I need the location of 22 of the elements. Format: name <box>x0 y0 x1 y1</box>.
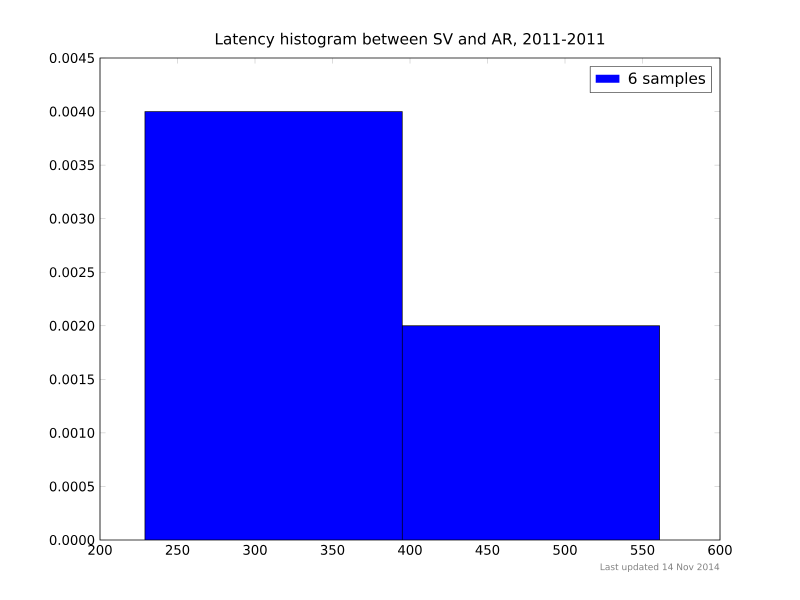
y-tick-label: 0.0000 <box>50 535 94 545</box>
x-tick-label: 300 <box>243 544 267 555</box>
x-tick-label: 250 <box>166 544 190 555</box>
y-tick-label: 0.0035 <box>50 160 94 170</box>
x-tick-label: 350 <box>320 544 344 555</box>
x-tick-label: 400 <box>398 544 422 555</box>
y-tick-label: 0.0045 <box>50 53 94 63</box>
y-tick-label: 0.0020 <box>50 320 94 331</box>
y-tick-label: 0.0025 <box>50 267 94 278</box>
x-tick-label: 550 <box>630 544 654 555</box>
y-tick-label: 0.0005 <box>50 481 94 492</box>
y-tick-label: 0.0040 <box>50 106 94 117</box>
chart-title: Latency histogram between SV and AR, 2011-2011 <box>216 32 604 48</box>
y-tick-label: 0.0030 <box>50 214 94 224</box>
text: Last updated 14 Nov 2014 <box>600 563 720 572</box>
x-tick-label: 200 <box>88 544 112 555</box>
legend-label: 6 samples <box>628 72 706 87</box>
x-tick-label: 500 <box>553 544 577 555</box>
x-tick-label: 600 <box>708 544 732 555</box>
y-tick-label: 0.0015 <box>50 374 94 384</box>
x-tick-label: 450 <box>476 544 500 555</box>
y-tick-label: 0.0010 <box>50 428 94 438</box>
